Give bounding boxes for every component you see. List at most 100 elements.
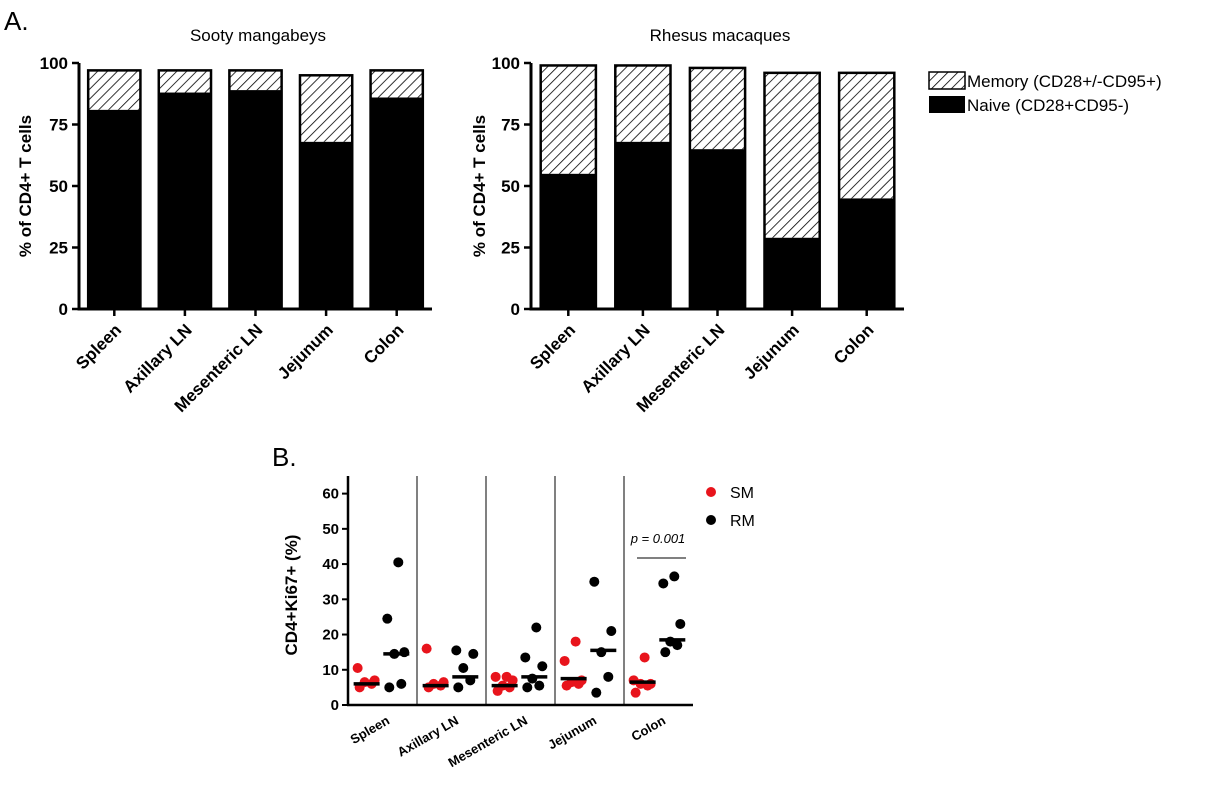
y-tick-label: 75 [49, 116, 68, 135]
x-tick-label: Axillary LN [119, 320, 195, 396]
data-point-rm [522, 682, 533, 693]
data-point-rm [458, 663, 469, 674]
data-point-rm [675, 618, 686, 629]
y-tick-label: 40 [322, 556, 339, 573]
data-point-sm [501, 671, 512, 682]
legend-label-memory: Memory (CD28+/-CD95+) [967, 72, 1162, 91]
legend-dot-sm [706, 487, 716, 497]
data-point-rm [468, 648, 479, 659]
data-point-rm [396, 678, 407, 689]
data-point-rm [382, 613, 393, 624]
legend-label-rm: RM [730, 513, 755, 530]
legend-dot-rm [706, 515, 716, 525]
data-point-rm [531, 622, 542, 633]
x-tick-label: Axillary LN [577, 320, 653, 396]
bar-naive [839, 198, 895, 309]
bar-memory [370, 70, 423, 98]
x-tick-label: Spleen [348, 713, 392, 747]
data-point-rm [384, 682, 395, 693]
bar-naive [689, 149, 746, 309]
data-point-sm [559, 655, 570, 666]
panel-label-a: A. [4, 6, 29, 36]
data-point-rm [658, 578, 669, 589]
bar-naive [540, 173, 596, 309]
bar-memory [88, 70, 141, 110]
legend-label-naive: Naive (CD28+CD95-) [967, 96, 1129, 115]
data-point-rm [606, 626, 617, 637]
data-point-rm [451, 645, 462, 656]
bar-memory [158, 70, 212, 93]
x-tick-label: Colon [830, 320, 877, 367]
data-point-sm [352, 663, 363, 674]
scatter-chart-ki67: CD4+Ki67+ (%) p = 0.001 0 10 20 30 40 50 60 Spl… [282, 476, 693, 770]
y-tick-label: 100 [492, 54, 520, 73]
y-tick-label: 50 [49, 177, 68, 196]
bar-naive [764, 237, 820, 309]
bar-memory [764, 72, 820, 238]
data-point-sm [630, 687, 641, 698]
bar-naive [615, 141, 671, 309]
bar-naive [299, 141, 353, 309]
y-tick-label: 20 [322, 627, 339, 644]
data-point-rm [660, 647, 671, 658]
y-tick-label: 10 [322, 662, 339, 679]
chart-title: Rhesus macaques [650, 26, 791, 45]
y-tick-label: 25 [49, 239, 68, 258]
legend-swatch-memory [928, 71, 966, 90]
data-point-sm [490, 671, 501, 682]
data-point-sm [421, 643, 432, 654]
x-tick-label: Jejunum [740, 320, 803, 383]
bar-naive [88, 109, 141, 310]
x-tick-label: Jejunum [545, 713, 599, 753]
data-point-rm [589, 576, 600, 587]
data-point-rm [534, 680, 545, 691]
y-tick-label: 100 [40, 54, 68, 73]
legend-label-sm: SM [730, 485, 754, 502]
data-point-rm [669, 571, 680, 582]
y-tick-label: 0 [511, 300, 520, 319]
y-axis-label: CD4+Ki67+ (%) [282, 535, 301, 656]
x-tick-label: Spleen [526, 320, 579, 373]
bar-memory [229, 70, 282, 91]
y-tick-label: 50 [501, 177, 520, 196]
bar-memory [839, 72, 895, 199]
p-value-annotation: p = 0.001 [630, 531, 686, 546]
bar-memory [615, 65, 671, 142]
stacked-bar-chart-sooty-mangabeys: Sooty mangabeys % of CD4+ T cells 0 25 50 7… [16, 26, 432, 416]
data-point-rm [603, 671, 614, 682]
bar-memory [540, 65, 596, 174]
stacked-bar-chart-rhesus-macaques: Rhesus macaques % of CD4+ T cells 0 25 50 7… [470, 26, 904, 416]
data-point-sm [639, 652, 650, 663]
legend-swatch-naive [929, 96, 965, 113]
x-tick-label: Colon [360, 320, 407, 367]
bar-naive [158, 92, 212, 310]
bar-naive [229, 90, 282, 309]
bar-memory [299, 75, 353, 142]
y-tick-label: 50 [322, 521, 339, 538]
bar-naive [370, 97, 423, 309]
panel-label-b: B. [272, 442, 297, 472]
data-point-rm [520, 652, 531, 663]
legend-panel-a: Memory (CD28+/-CD95+) Naive (CD28+CD95-) [928, 71, 1162, 115]
y-axis-label: % of CD4+ T cells [470, 115, 489, 257]
y-tick-label: 75 [501, 116, 520, 135]
bar-memory [689, 67, 746, 150]
y-tick-label: 30 [322, 591, 339, 608]
y-tick-label: 25 [501, 239, 520, 258]
y-tick-label: 60 [322, 486, 339, 503]
data-point-rm [591, 687, 602, 698]
x-tick-label: Colon [629, 713, 668, 744]
data-point-rm [393, 557, 404, 568]
x-tick-label: Spleen [72, 320, 125, 373]
x-tick-label: Axillary LN [395, 713, 461, 760]
data-point-rm [537, 661, 548, 672]
chart-title: Sooty mangabeys [190, 26, 326, 45]
data-point-rm [453, 682, 464, 693]
x-tick-label: Jejunum [274, 320, 337, 383]
data-point-sm [570, 636, 581, 647]
legend-panel-b: SM RM [706, 485, 755, 530]
y-tick-label: 0 [331, 697, 339, 714]
y-tick-label: 0 [59, 300, 68, 319]
y-axis-label: % of CD4+ T cells [16, 115, 35, 257]
